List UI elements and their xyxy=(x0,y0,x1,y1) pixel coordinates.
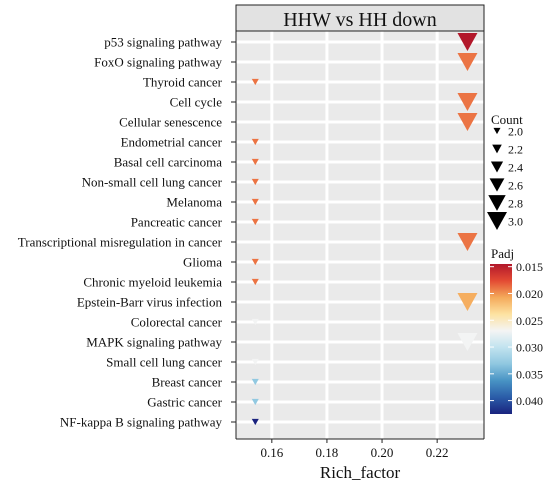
y-tick-label: Glioma xyxy=(183,255,222,270)
count-legend-marker xyxy=(493,127,501,135)
count-legend-marker xyxy=(487,212,507,230)
y-tick-label: Breast cancer xyxy=(152,375,223,390)
y-tick-label: Pancreatic cancer xyxy=(131,215,223,230)
data-point xyxy=(251,418,259,426)
y-tick-label: Gastric cancer xyxy=(147,395,222,410)
count-legend-label: 2.2 xyxy=(508,143,523,157)
count-legend-label: 2.4 xyxy=(508,161,523,175)
padj-legend-title: Padj xyxy=(491,246,514,261)
y-tick-label: Cellular senescence xyxy=(119,115,222,130)
y-tick-label: MAPK signaling pathway xyxy=(86,335,222,350)
y-tick-label: Cell cycle xyxy=(170,95,223,110)
data-point xyxy=(251,278,259,286)
data-point xyxy=(251,178,259,186)
padj-colorbar xyxy=(490,264,512,414)
data-point xyxy=(457,233,478,251)
padj-tick-label: 0.015 xyxy=(516,260,543,274)
y-tick-label: Colorectal cancer xyxy=(131,315,223,330)
plot-panel xyxy=(236,31,484,439)
data-points xyxy=(251,33,478,426)
count-legend-label: 3.0 xyxy=(508,215,523,229)
count-legend-label: 2.0 xyxy=(508,125,523,139)
data-point xyxy=(251,218,259,226)
y-tick-label: Basal cell carcinoma xyxy=(114,155,223,170)
data-point xyxy=(251,258,259,266)
x-tick-label: 0.18 xyxy=(316,445,339,460)
count-legend-marker xyxy=(488,195,506,211)
y-tick-label: Non-small cell lung cancer xyxy=(82,175,223,190)
y-tick-label: Small cell lung cancer xyxy=(106,355,223,370)
data-point xyxy=(457,113,478,131)
y-tick-label: Melanoma xyxy=(166,195,222,210)
y-axis-labels: p53 signaling pathway FoxO signaling path… xyxy=(18,35,236,430)
count-legend-label: 2.6 xyxy=(508,179,523,193)
data-point xyxy=(251,158,259,166)
count-legend-title: Count xyxy=(491,112,523,127)
y-tick-label: Thyroid cancer xyxy=(143,75,223,90)
data-point xyxy=(251,398,259,406)
data-point xyxy=(457,293,478,311)
chart-title: HHW vs HH down xyxy=(283,9,437,31)
data-point xyxy=(251,358,259,366)
grid-lines xyxy=(236,31,484,439)
title-strip xyxy=(235,4,485,32)
data-point xyxy=(251,318,259,326)
data-point xyxy=(251,138,259,146)
padj-legend: Padj 0.015 0.020 0.025 0.030 0.035 0.040 xyxy=(490,246,543,414)
x-tick-label: 0.22 xyxy=(426,445,449,460)
x-axis: 0.16 0.18 0.20 0.22 xyxy=(236,438,484,460)
count-legend: Count 2.0 2.2 2.4 2.6 2.8 3.0 xyxy=(487,112,523,230)
data-point xyxy=(457,333,478,351)
y-tick-label: NF-kappa B signaling pathway xyxy=(60,415,223,430)
count-legend-marker xyxy=(490,161,504,173)
count-legend-label: 2.8 xyxy=(508,197,523,211)
count-legend-marker xyxy=(492,144,502,154)
x-tick-label: 0.16 xyxy=(260,445,283,460)
y-tick-label: Transcriptional misregulation in cancer xyxy=(18,235,223,250)
y-tick-label: Endometrial cancer xyxy=(121,135,223,150)
data-point xyxy=(457,33,478,51)
data-point xyxy=(457,53,478,71)
padj-tick-label: 0.030 xyxy=(516,341,543,355)
padj-tick-label: 0.040 xyxy=(516,394,543,408)
y-tick-label: Epstein-Barr virus infection xyxy=(77,295,223,310)
y-tick-label: FoxO signaling pathway xyxy=(94,55,222,70)
count-legend-marker xyxy=(489,178,505,192)
data-point xyxy=(251,198,259,206)
data-point xyxy=(251,378,259,386)
padj-tick-label: 0.035 xyxy=(516,367,543,381)
padj-tick-label: 0.020 xyxy=(516,287,543,301)
data-point xyxy=(457,93,478,111)
y-tick-label: Chronic myeloid leukemia xyxy=(83,275,222,290)
padj-tick-label: 0.025 xyxy=(516,314,543,328)
data-point xyxy=(251,78,259,86)
x-axis-label: Rich_factor xyxy=(320,463,401,482)
y-tick-label: p53 signaling pathway xyxy=(104,35,222,50)
x-tick-label: 0.20 xyxy=(371,445,394,460)
